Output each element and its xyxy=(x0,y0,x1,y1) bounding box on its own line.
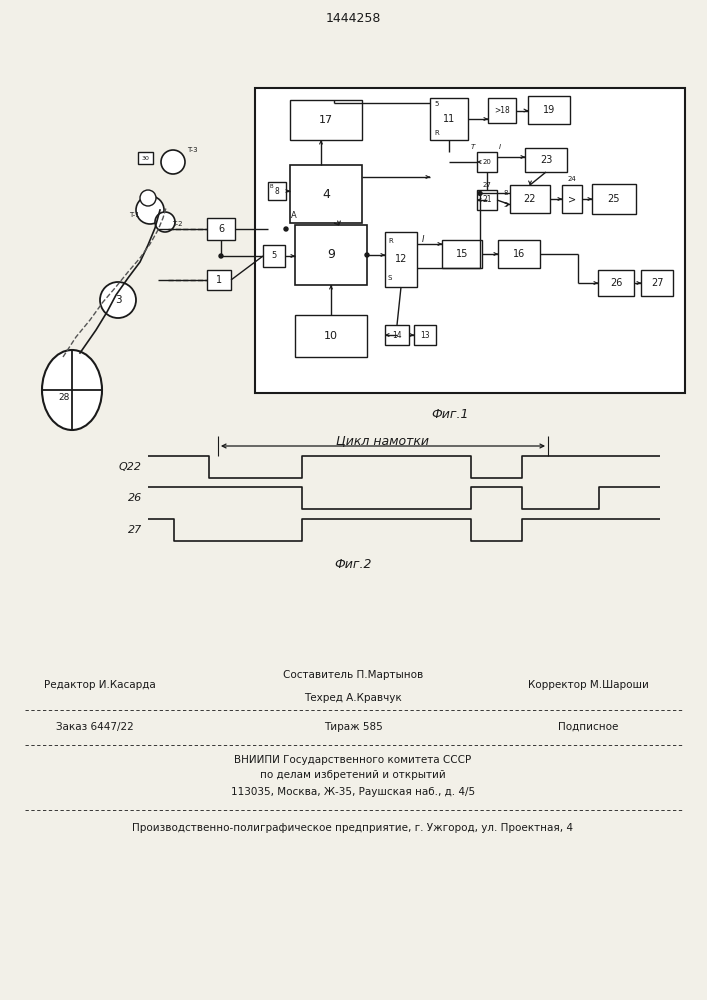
Text: 5: 5 xyxy=(434,101,438,107)
Text: 6: 6 xyxy=(218,224,224,234)
Text: Подписное: Подписное xyxy=(558,722,618,732)
Bar xyxy=(290,165,362,223)
Text: 30: 30 xyxy=(141,155,149,160)
Text: 5: 5 xyxy=(271,251,276,260)
Text: 3: 3 xyxy=(115,295,122,305)
Circle shape xyxy=(100,282,136,318)
Text: 17: 17 xyxy=(319,115,333,125)
Text: 5: 5 xyxy=(503,202,508,208)
Text: 12: 12 xyxy=(395,254,407,264)
Bar xyxy=(498,240,540,268)
Text: T: T xyxy=(471,144,475,150)
Text: Фиг.1: Фиг.1 xyxy=(431,408,469,422)
Text: 26: 26 xyxy=(128,493,142,503)
Text: 4: 4 xyxy=(322,188,330,200)
Bar xyxy=(477,152,497,172)
Bar xyxy=(268,182,286,200)
Ellipse shape xyxy=(42,350,102,430)
Bar xyxy=(263,245,285,267)
Text: 8: 8 xyxy=(274,186,279,196)
Bar xyxy=(290,100,362,140)
Bar xyxy=(477,190,497,210)
Text: 23: 23 xyxy=(540,155,552,165)
Text: 1: 1 xyxy=(216,275,222,285)
Circle shape xyxy=(219,254,223,258)
Text: 24: 24 xyxy=(568,176,576,182)
Bar xyxy=(385,325,409,345)
Text: Фиг.2: Фиг.2 xyxy=(334,558,372,572)
Text: по делам избретений и открытий: по делам избретений и открытий xyxy=(260,770,446,780)
Text: Тираж 585: Тираж 585 xyxy=(324,722,382,732)
Text: 19: 19 xyxy=(543,105,555,115)
Text: 10: 10 xyxy=(324,331,338,341)
Text: Заказ 6447/22: Заказ 6447/22 xyxy=(56,722,134,732)
Circle shape xyxy=(155,212,175,232)
Bar xyxy=(598,270,634,296)
Text: 27: 27 xyxy=(128,525,142,535)
Text: 13: 13 xyxy=(420,330,430,340)
Text: ВНИИПИ Государственного комитета СССР: ВНИИПИ Государственного комитета СССР xyxy=(235,755,472,765)
Text: S: S xyxy=(388,275,392,281)
Text: >: > xyxy=(568,194,576,204)
Bar xyxy=(592,184,636,214)
Bar xyxy=(207,218,235,240)
Text: 21: 21 xyxy=(482,196,492,205)
Text: R: R xyxy=(388,238,393,244)
Text: 9: 9 xyxy=(327,248,335,261)
Bar xyxy=(528,96,570,124)
Circle shape xyxy=(284,227,288,231)
Bar xyxy=(414,325,436,345)
Text: 26: 26 xyxy=(610,278,622,288)
Bar xyxy=(138,152,153,164)
Text: A: A xyxy=(291,211,297,220)
Text: 27: 27 xyxy=(650,278,663,288)
Bar xyxy=(207,270,231,290)
Bar xyxy=(641,270,673,296)
Circle shape xyxy=(136,196,164,224)
Circle shape xyxy=(365,253,369,257)
Text: T-3: T-3 xyxy=(187,147,198,153)
Bar xyxy=(430,98,468,140)
Text: 8: 8 xyxy=(503,190,508,196)
Text: 11: 11 xyxy=(443,114,455,124)
Text: B: B xyxy=(270,184,274,189)
Text: 25: 25 xyxy=(608,194,620,204)
Bar xyxy=(562,185,582,213)
Circle shape xyxy=(140,190,156,206)
Text: 27: 27 xyxy=(483,182,491,188)
Bar xyxy=(488,98,516,123)
Text: 28: 28 xyxy=(58,393,70,402)
Circle shape xyxy=(161,150,185,174)
Text: Техред А.Кравчук: Техред А.Кравчук xyxy=(304,693,402,703)
Text: I: I xyxy=(422,234,424,243)
Text: Производственно-полиграфическое предприятие, г. Ужгород, ул. Проектная, 4: Производственно-полиграфическое предприя… xyxy=(132,823,573,833)
Text: Редактор И.Касарда: Редактор И.Касарда xyxy=(44,680,156,690)
Text: Корректор М.Шароши: Корректор М.Шароши xyxy=(527,680,648,690)
Text: 113035, Москва, Ж-35, Раушская наб., д. 4/5: 113035, Москва, Ж-35, Раушская наб., д. … xyxy=(231,787,475,797)
Text: Цикл намотки: Цикл намотки xyxy=(337,434,429,448)
Text: T-1: T-1 xyxy=(129,212,139,218)
Circle shape xyxy=(478,191,482,195)
Text: Q22: Q22 xyxy=(119,462,142,472)
Text: I: I xyxy=(499,144,501,150)
Bar xyxy=(295,225,367,285)
Text: 22: 22 xyxy=(524,194,536,204)
Bar xyxy=(255,88,685,393)
Bar xyxy=(442,240,482,268)
Text: >18: >18 xyxy=(494,106,510,115)
Text: 16: 16 xyxy=(513,249,525,259)
Bar xyxy=(385,232,417,287)
Text: Составитель П.Мартынов: Составитель П.Мартынов xyxy=(283,670,423,680)
Text: 20: 20 xyxy=(483,159,491,165)
Text: 1444258: 1444258 xyxy=(325,11,380,24)
Bar xyxy=(525,148,567,172)
Text: R: R xyxy=(434,130,439,136)
Bar xyxy=(295,315,367,357)
Bar xyxy=(510,185,550,213)
Text: 15: 15 xyxy=(456,249,468,259)
Text: 14: 14 xyxy=(392,330,402,340)
Text: T-2: T-2 xyxy=(172,221,182,227)
